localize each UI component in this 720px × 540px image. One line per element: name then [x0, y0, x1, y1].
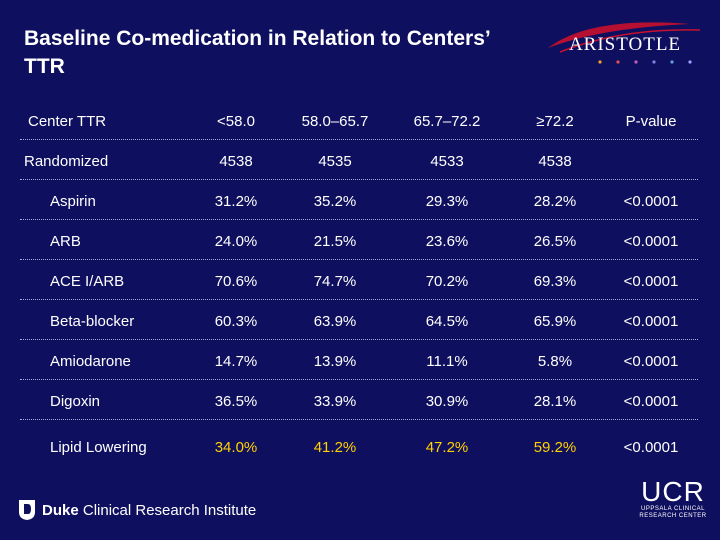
ucr-logo-line-2: RESEARCH CENTER: [639, 513, 707, 519]
table-cell: 23.6%: [425, 233, 469, 250]
table-cell: 4538: [219, 153, 253, 170]
table-cell: 36.5%: [214, 393, 258, 410]
ucr-logo: UCR UPPSALA CLINICAL RESEARCH CENTER: [638, 478, 708, 528]
row-divider: [20, 259, 698, 260]
table-cell: 35.2%: [313, 193, 357, 210]
table-cell: 70.2%: [425, 273, 469, 290]
table-cell: <0.0001: [623, 233, 679, 250]
table-cell: 4533: [430, 153, 464, 170]
table-cell-highlight: 59.2%: [533, 439, 577, 456]
row-divider: [20, 179, 698, 180]
aristotle-logo: ARISTOTLE: [548, 22, 701, 64]
duke-shield-icon: [19, 500, 35, 520]
row-label: Beta-blocker: [50, 313, 135, 330]
table-cell: <0.0001: [623, 439, 679, 456]
row-label: ACE I/ARB: [50, 273, 125, 290]
header-col-3: 65.7–72.2: [413, 113, 481, 130]
row-label: Randomized: [24, 153, 109, 170]
table-row-ace-i-arb: ACE I/ARB 70.6% 74.7% 70.2% 69.3% <0.000…: [0, 260, 720, 300]
row-divider: [20, 299, 698, 300]
table-cell-highlight: 34.0%: [214, 439, 258, 456]
header-center-ttr: Center TTR: [28, 113, 107, 130]
table-cell: 28.2%: [533, 193, 577, 210]
table-cell: [606, 140, 696, 180]
table-cell: <0.0001: [623, 353, 679, 370]
table-cell: 63.9%: [313, 313, 357, 330]
table-cell: 69.3%: [533, 273, 577, 290]
table-cell: 14.7%: [214, 353, 258, 370]
co-medication-table: Center TTR <58.0 58.0–65.7 65.7–72.2 ≥72…: [0, 100, 720, 466]
table-row-lipid-lowering: Lipid Lowering 34.0% 41.2% 47.2% 59.2% <…: [0, 420, 720, 466]
table-cell-highlight: 41.2%: [313, 439, 357, 456]
table-cell: 4535: [318, 153, 352, 170]
table-cell: <0.0001: [623, 393, 679, 410]
table-row-arb: ARB 24.0% 21.5% 23.6% 26.5% <0.0001: [0, 220, 720, 260]
duke-logo: Duke Clinical Research Institute: [18, 498, 256, 522]
header-col-2: 58.0–65.7: [301, 113, 369, 130]
duke-logo-text: Duke Clinical Research Institute: [42, 502, 256, 519]
table-cell: 28.1%: [533, 393, 577, 410]
table-cell: 29.3%: [425, 193, 469, 210]
row-label: Aspirin: [50, 193, 96, 210]
ucr-logo-text: UCR: [641, 476, 705, 507]
table-cell: 11.1%: [426, 353, 468, 370]
table-row-beta-blocker: Beta-blocker 60.3% 63.9% 64.5% 65.9% <0.…: [0, 300, 720, 340]
table-cell: 74.7%: [313, 273, 357, 290]
table-cell: 21.5%: [313, 233, 357, 250]
table-cell: <0.0001: [623, 193, 679, 210]
table-header-row: Center TTR <58.0 58.0–65.7 65.7–72.2 ≥72…: [0, 100, 720, 140]
table-row-aspirin: Aspirin 31.2% 35.2% 29.3% 28.2% <0.0001: [0, 180, 720, 220]
table-cell-highlight: 47.2%: [425, 439, 469, 456]
row-divider: [20, 139, 698, 140]
header-col-1: <58.0: [217, 113, 255, 130]
table-cell: 33.9%: [313, 393, 357, 410]
header-p-value: P-value: [625, 113, 677, 130]
row-divider: [20, 379, 698, 380]
ucr-logo-line-1: UPPSALA CLINICAL: [640, 506, 706, 512]
row-label: Lipid Lowering: [50, 439, 147, 456]
table-cell: <0.0001: [623, 313, 679, 330]
table-cell: 30.9%: [425, 393, 469, 410]
table-cell: 26.5%: [533, 233, 577, 250]
header-col-4: ≥72.2: [536, 113, 574, 130]
table-cell: <0.0001: [623, 273, 679, 290]
table-row-randomized: Randomized 4538 4535 4533 4538: [0, 140, 720, 180]
slide-title: Baseline Co-medication in Relation to Ce…: [24, 27, 490, 78]
table-row-digoxin: Digoxin 36.5% 33.9% 30.9% 28.1% <0.0001: [0, 380, 720, 420]
aristotle-logo-text: ARISTOTLE: [569, 34, 681, 55]
table-cell: 13.9%: [313, 353, 357, 370]
row-label: Digoxin: [50, 393, 101, 410]
table-row-amiodarone: Amiodarone 14.7% 13.9% 11.1% 5.8% <0.000…: [0, 340, 720, 380]
row-divider: [20, 219, 698, 220]
table-cell: 24.0%: [214, 233, 258, 250]
table-cell: 60.3%: [214, 313, 258, 330]
duke-logo-bold: Duke: [42, 501, 79, 519]
table-cell: 31.2%: [214, 193, 258, 210]
table-cell: 64.5%: [425, 313, 469, 330]
row-divider: [20, 339, 698, 340]
table-cell: 70.6%: [214, 273, 258, 290]
table-cell: 5.8%: [537, 353, 573, 370]
table-cell: 4538: [538, 153, 572, 170]
row-label: Amiodarone: [50, 353, 131, 370]
duke-logo-rest: Clinical Research Institute: [78, 501, 257, 519]
row-label: ARB: [50, 233, 81, 250]
table-cell: 65.9%: [533, 313, 577, 330]
row-divider: [20, 419, 698, 420]
